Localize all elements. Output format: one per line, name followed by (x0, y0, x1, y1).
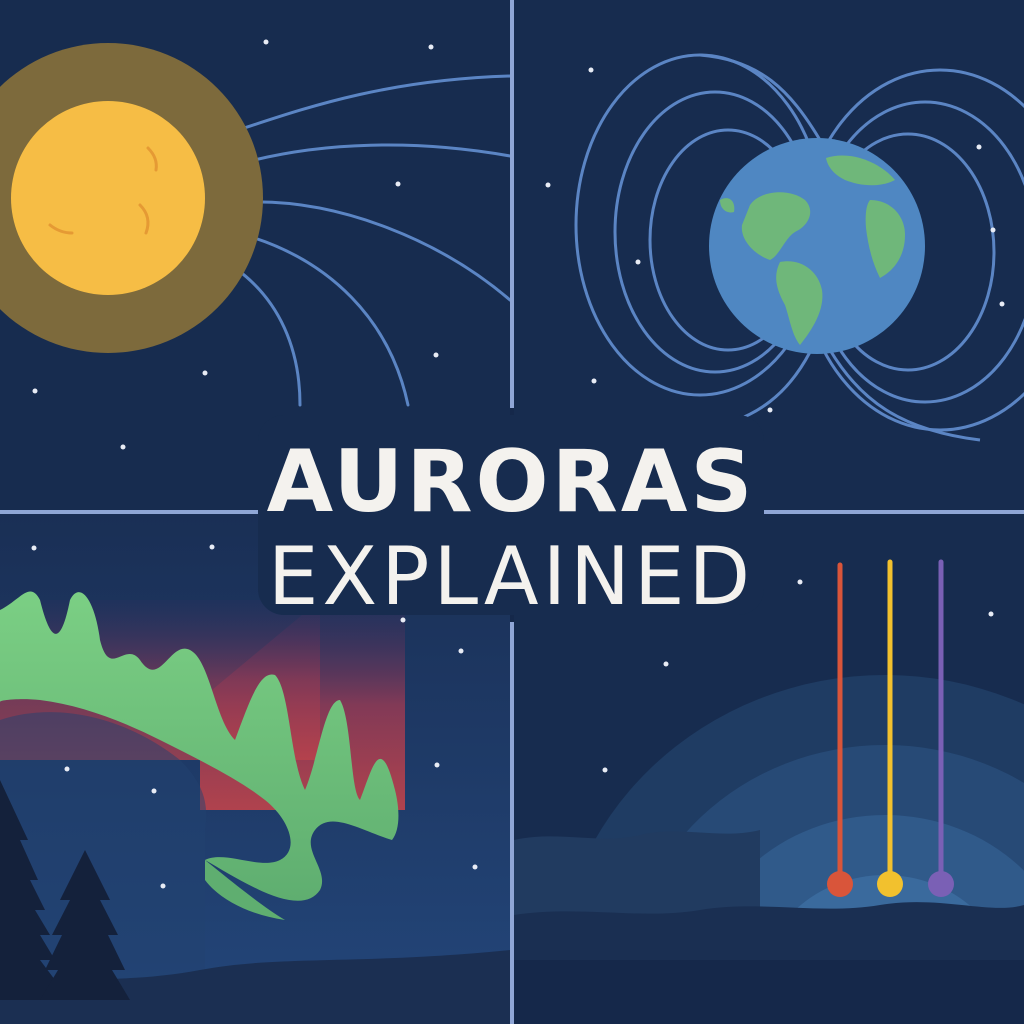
panel-atmosphere-layers (514, 514, 1024, 1024)
panel-aurora-sky (0, 514, 510, 1024)
tree-icon (0, 780, 130, 1000)
stars (31, 39, 1005, 889)
title-line-2: EXPLAINED (267, 530, 755, 623)
sun-icon (0, 43, 263, 353)
title-block: AURORAS EXPLAINED (258, 415, 764, 623)
panel-solar-wind (0, 0, 510, 510)
aurora-icon (0, 591, 399, 920)
earth-icon (709, 138, 925, 354)
emission-line-icon (827, 559, 954, 897)
title-backing (258, 415, 764, 615)
title-line-1: AURORAS (266, 432, 756, 532)
solar-wind-lines (230, 74, 510, 407)
